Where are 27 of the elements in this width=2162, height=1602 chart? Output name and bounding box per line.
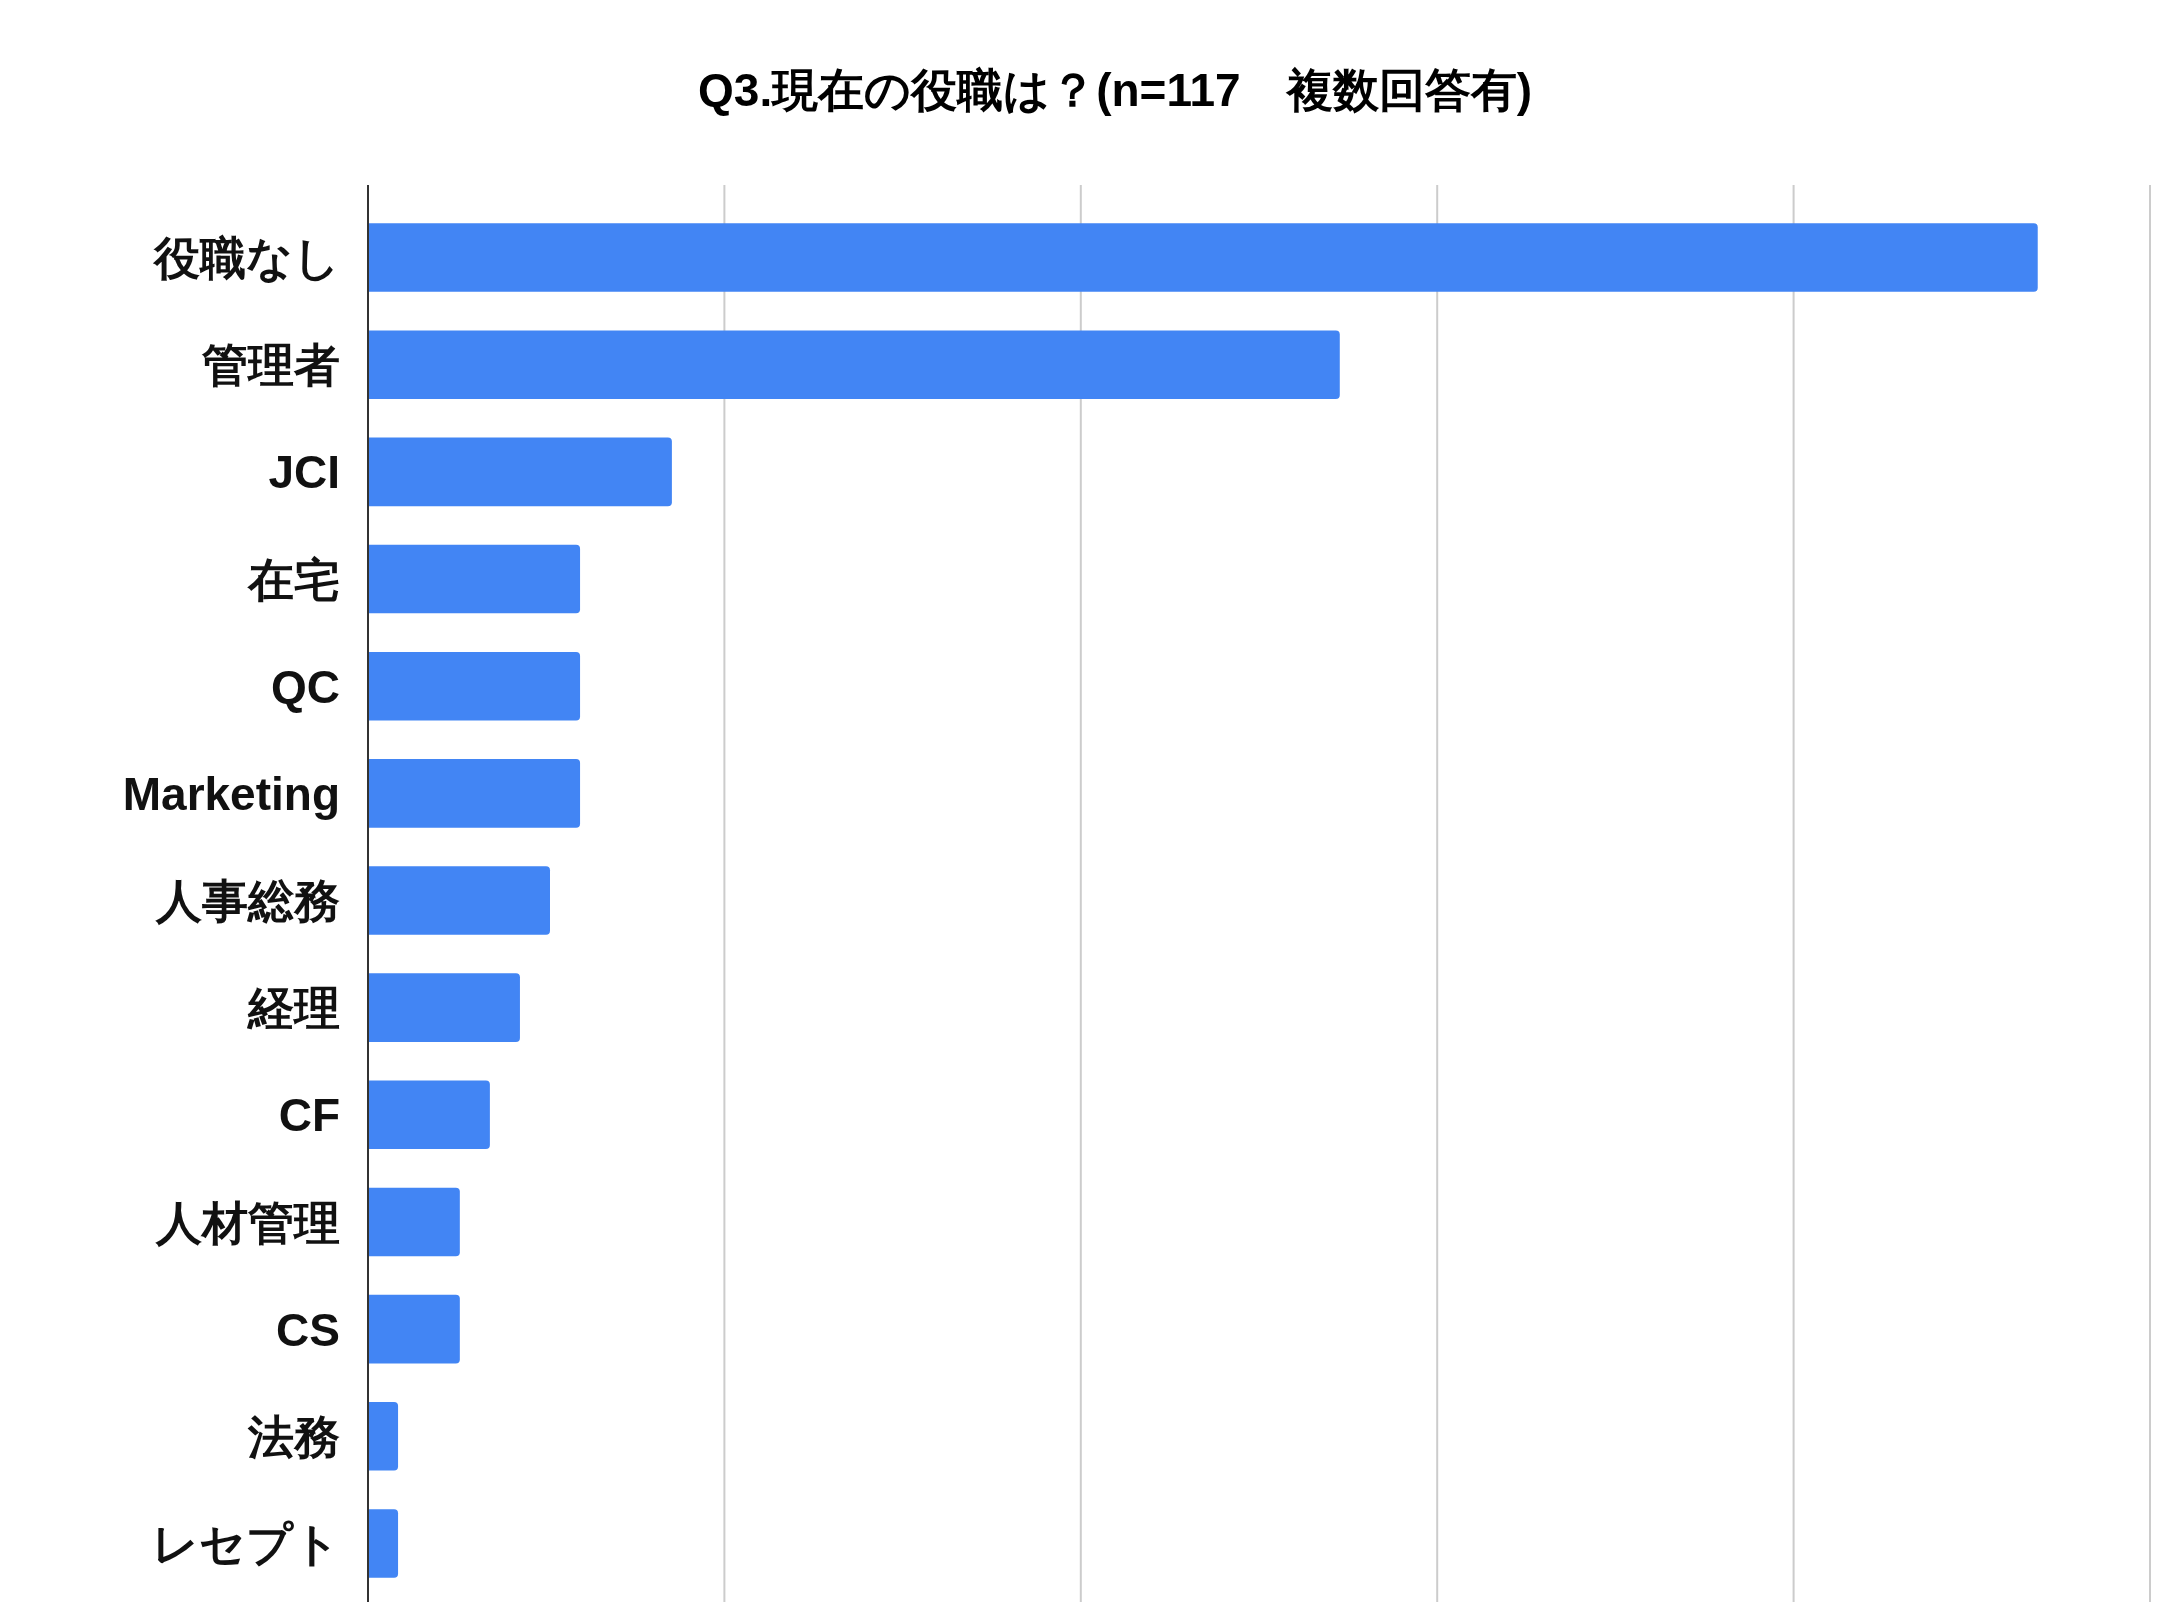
- y-tick-label: 管理者: [201, 339, 340, 392]
- y-tick-label: JCI: [268, 446, 340, 499]
- bar: [368, 223, 2038, 292]
- y-tick-label: 人事総務: [155, 875, 340, 928]
- bar: [368, 759, 581, 828]
- bar: [368, 651, 581, 721]
- y-tick-label: 役職なし: [152, 232, 340, 285]
- bar: [368, 866, 550, 935]
- bar: [368, 1509, 399, 1578]
- y-tick-label: CS: [276, 1303, 340, 1356]
- bar: [368, 330, 1340, 400]
- bar: [368, 1187, 460, 1257]
- y-tick-label: QC: [271, 660, 340, 713]
- y-tick-label: レセプト: [152, 1517, 340, 1570]
- bar: [368, 437, 672, 507]
- y-tick-label: CF: [278, 1089, 340, 1142]
- bar: [368, 973, 520, 1042]
- bar: [368, 1294, 460, 1364]
- bar: [368, 1401, 399, 1471]
- chart-title: Q3.現在の役職は？(n=117 複数回答有): [698, 64, 1532, 116]
- y-tick-label: 法務: [247, 1410, 340, 1463]
- y-tick-label: Marketing: [122, 767, 340, 820]
- y-tick-label: 人材管理: [155, 1196, 340, 1249]
- bar: [368, 544, 581, 614]
- y-tick-label: 在宅: [247, 553, 340, 606]
- bar: [368, 1080, 490, 1150]
- y-tick-label: 経理: [246, 982, 340, 1035]
